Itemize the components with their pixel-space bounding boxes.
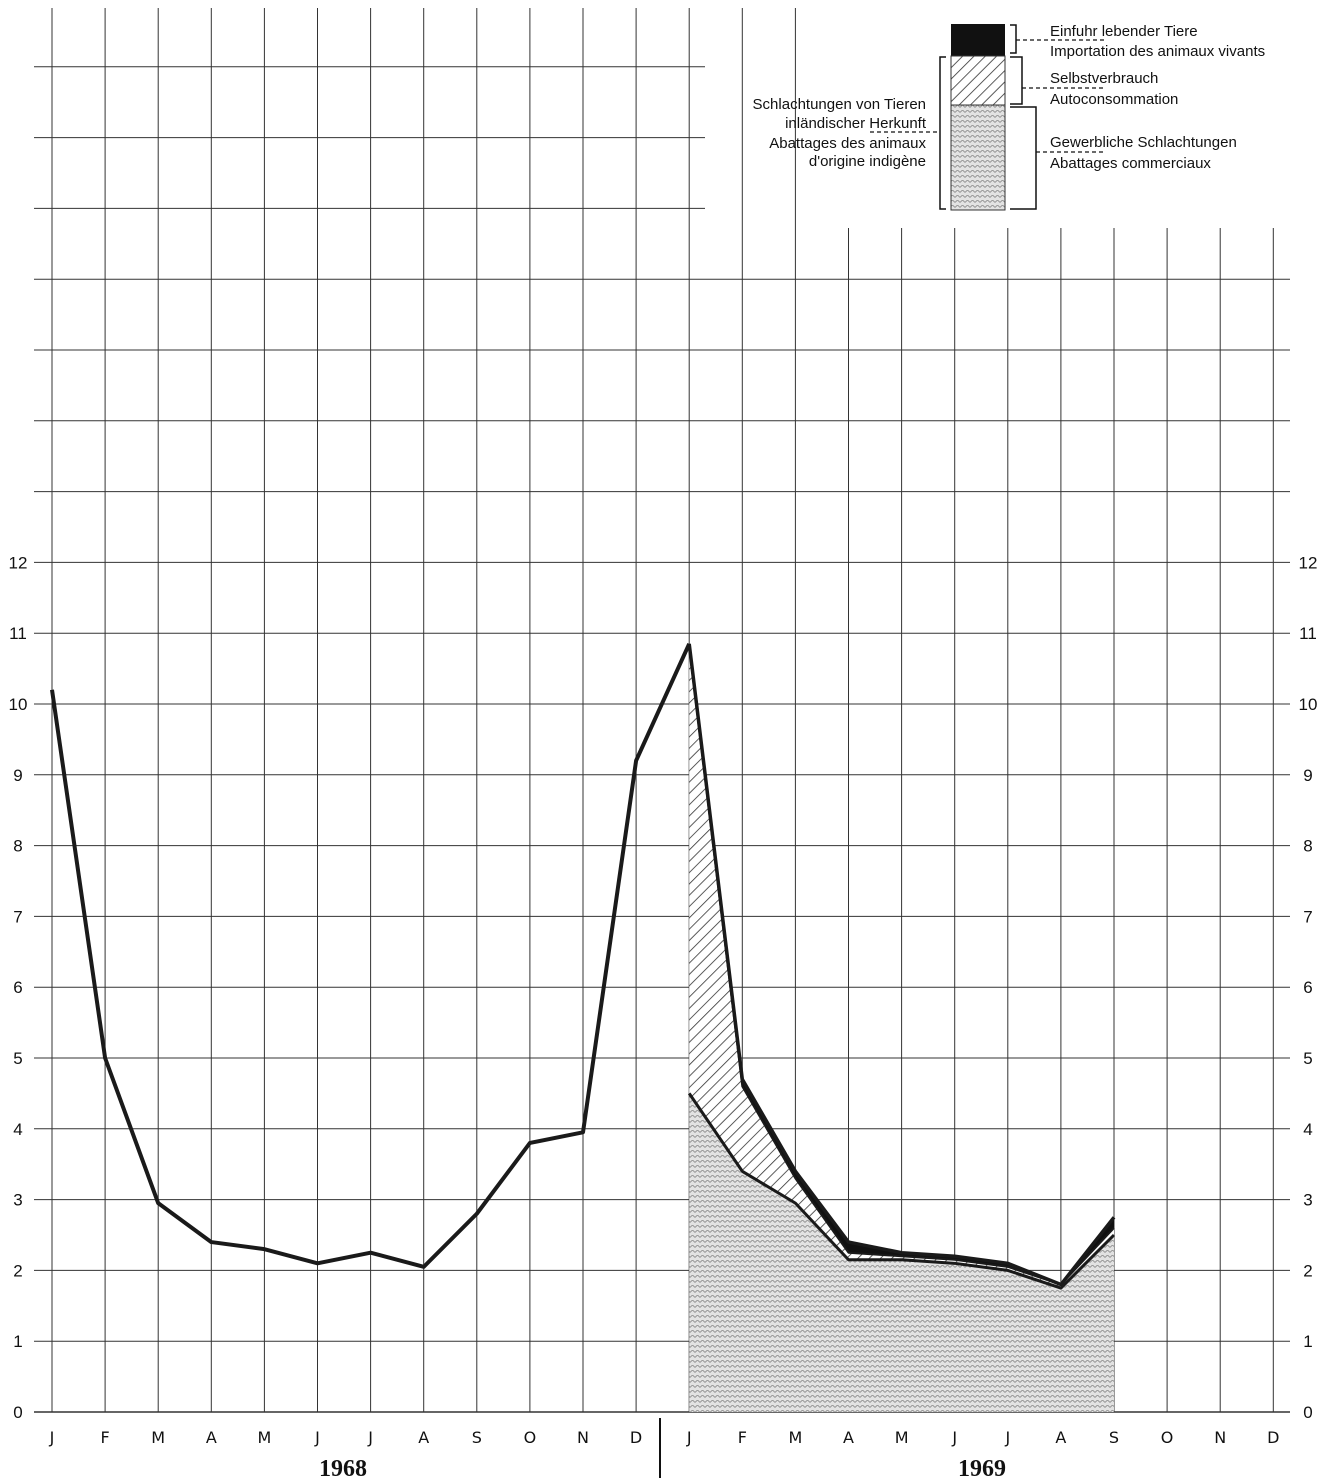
x-tick-month: A bbox=[843, 1428, 854, 1447]
legend-domestic-fr2: d'origine indigène bbox=[809, 153, 926, 170]
legend-swatch-commercial bbox=[950, 104, 1006, 211]
x-tick-month: S bbox=[472, 1428, 482, 1447]
y-tick-left: 7 bbox=[13, 907, 22, 926]
legend-domestic-de1: Schlachtungen von Tieren bbox=[753, 96, 926, 113]
stacked-areas bbox=[689, 643, 1114, 1412]
x-tick-month: J bbox=[314, 1428, 320, 1447]
area-commercial bbox=[689, 1093, 1114, 1412]
x-tick-month: J bbox=[686, 1428, 692, 1447]
y-tick-right: 2 bbox=[1303, 1261, 1312, 1280]
year-label-1968: 1968 bbox=[319, 1456, 367, 1481]
x-tick-month: M bbox=[151, 1428, 165, 1447]
line-1969-commercial bbox=[687, 1092, 1116, 1290]
y-tick-right: 1 bbox=[1303, 1332, 1312, 1351]
legend-import-de: Einfuhr lebender Tiere bbox=[1050, 23, 1198, 40]
y-tick-right: 4 bbox=[1303, 1120, 1312, 1139]
x-tick-month: M bbox=[895, 1428, 909, 1447]
legend-bracket-import bbox=[1010, 24, 1017, 54]
x-tick-month: F bbox=[100, 1428, 109, 1447]
x-tick-month: O bbox=[524, 1428, 537, 1447]
y-tick-left: 12 bbox=[9, 553, 28, 572]
x-tick-month: A bbox=[206, 1428, 217, 1447]
y-tick-left: 11 bbox=[9, 624, 27, 643]
year-label-1969: 1969 bbox=[958, 1456, 1006, 1481]
line-1968-total bbox=[50, 642, 692, 1269]
y-tick-left: 9 bbox=[13, 766, 22, 785]
x-tick-month: A bbox=[1055, 1428, 1066, 1447]
legend: Einfuhr lebender Tiere Importation des a… bbox=[753, 23, 1265, 211]
legend-swatch-selfcons bbox=[950, 55, 1006, 106]
y-tick-left: 10 bbox=[9, 695, 28, 714]
legend-domestic-fr1: Abattages des animaux bbox=[769, 135, 926, 152]
y-tick-left: 4 bbox=[13, 1120, 22, 1139]
y-tick-right: 10 bbox=[1299, 695, 1318, 714]
legend-import-fr: Importation des animaux vivants bbox=[1050, 43, 1265, 60]
y-tick-right: 9 bbox=[1303, 766, 1312, 785]
x-tick-month: J bbox=[49, 1428, 55, 1447]
legend-bracket-selfcons bbox=[1010, 56, 1023, 105]
y-tick-right: 8 bbox=[1303, 837, 1312, 856]
x-tick-month: J bbox=[367, 1428, 373, 1447]
grid-lines bbox=[34, 8, 1290, 1413]
y-tick-left: 1 bbox=[13, 1332, 22, 1351]
legend-commercial-fr: Abattages commerciaux bbox=[1050, 155, 1211, 172]
legend-domestic-de2: inländischer Herkunft bbox=[785, 115, 927, 132]
y-tick-left: 8 bbox=[13, 837, 22, 856]
y-tick-right: 11 bbox=[1299, 624, 1317, 643]
x-tick-month: D bbox=[630, 1428, 642, 1447]
x-tick-month: N bbox=[1214, 1428, 1226, 1447]
y-tick-left: 6 bbox=[13, 978, 22, 997]
y-tick-left: 2 bbox=[13, 1261, 22, 1280]
legend-bracket-commercial bbox=[1010, 106, 1037, 210]
legend-commercial-de: Gewerbliche Schlachtungen bbox=[1050, 134, 1237, 151]
y-tick-left: 5 bbox=[13, 1049, 22, 1068]
y-tick-left: 3 bbox=[13, 1191, 22, 1210]
x-tick-month: J bbox=[951, 1428, 957, 1447]
y-tick-right: 5 bbox=[1303, 1049, 1312, 1068]
legend-swatch-import bbox=[951, 24, 1005, 56]
x-tick-month: D bbox=[1267, 1428, 1279, 1447]
legend-selfcons-de: Selbstverbrauch bbox=[1050, 70, 1158, 87]
legend-selfcons-fr: Autoconsommation bbox=[1050, 91, 1178, 108]
y-tick-right: 12 bbox=[1299, 553, 1318, 572]
x-tick-month: M bbox=[257, 1428, 271, 1447]
legend-bracket-domestic bbox=[939, 56, 946, 210]
y-tick-right: 3 bbox=[1303, 1191, 1312, 1210]
x-tick-month: N bbox=[577, 1428, 589, 1447]
y-tick-right: 6 bbox=[1303, 978, 1312, 997]
y-tick-right: 7 bbox=[1303, 907, 1312, 926]
x-tick-month: J bbox=[1004, 1428, 1010, 1447]
x-tick-month: A bbox=[418, 1428, 429, 1447]
x-tick-month: F bbox=[738, 1428, 747, 1447]
line-1969-total bbox=[687, 643, 1116, 1287]
x-tick-month: S bbox=[1109, 1428, 1119, 1447]
x-tick-month: M bbox=[788, 1428, 802, 1447]
x-tick-month: O bbox=[1161, 1428, 1174, 1447]
series-lines bbox=[50, 642, 1116, 1290]
y-tick-right: 0 bbox=[1303, 1403, 1312, 1422]
line-1969-domestic bbox=[688, 647, 1115, 1286]
y-tick-left: 0 bbox=[13, 1403, 22, 1422]
